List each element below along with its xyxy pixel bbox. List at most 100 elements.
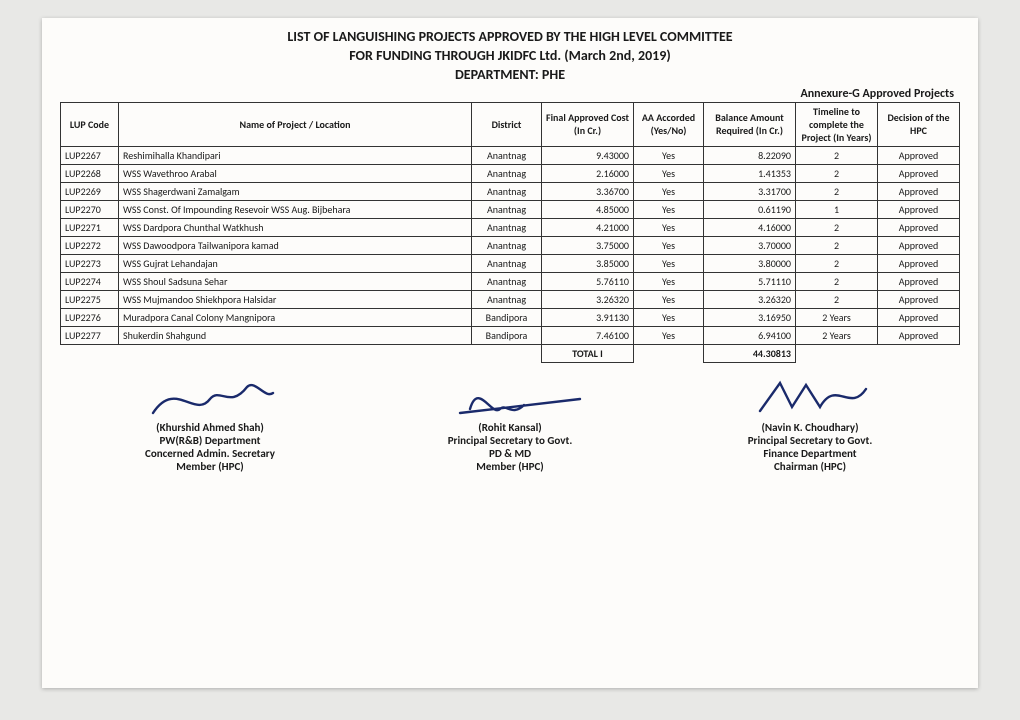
cell: Approved bbox=[878, 218, 960, 236]
cell: 9.43000 bbox=[542, 146, 634, 164]
cell: Approved bbox=[878, 308, 960, 326]
cell: 3.26320 bbox=[542, 290, 634, 308]
cell: 6.94100 bbox=[704, 326, 796, 344]
table-row: LUP2268WSS Wavethroo ArabalAnantnag2.160… bbox=[61, 164, 960, 182]
cell: Bandipora bbox=[472, 308, 542, 326]
cell: Approved bbox=[878, 200, 960, 218]
table-row: LUP2272WSS Dawoodpora Tailwanipora kamad… bbox=[61, 236, 960, 254]
cell: 7.46100 bbox=[542, 326, 634, 344]
cell: WSS Gujrat Lehandajan bbox=[119, 254, 472, 272]
cell: 4.16000 bbox=[704, 218, 796, 236]
cell: Approved bbox=[878, 254, 960, 272]
cell: WSS Mujmandoo Shiekhpora Halsidar bbox=[119, 290, 472, 308]
cell: WSS Wavethroo Arabal bbox=[119, 164, 472, 182]
total-row: TOTAL I 44.30813 bbox=[61, 344, 960, 362]
cell: Bandipora bbox=[472, 326, 542, 344]
cell: 5.71110 bbox=[704, 272, 796, 290]
table-row: LUP2267Reshimihalla KhandipariAnantnag9.… bbox=[61, 146, 960, 164]
cell: 8.22090 bbox=[704, 146, 796, 164]
column-header: Timeline to complete the Project (In Yea… bbox=[796, 102, 878, 146]
sig-name: (Rohit Kansal) bbox=[360, 421, 660, 434]
cell: Anantnag bbox=[472, 146, 542, 164]
table-row: LUP2271WSS Dardpora Chunthal WatkhushAna… bbox=[61, 218, 960, 236]
cell: 4.85000 bbox=[542, 200, 634, 218]
document-page: LIST OF LANGUISHING PROJECTS APPROVED BY… bbox=[42, 18, 978, 688]
cell: Muradpora Canal Colony Mangnipora bbox=[119, 308, 472, 326]
sig-line: Finance Department bbox=[660, 447, 960, 460]
sig-line: PW(R&B) Department bbox=[60, 434, 360, 447]
cell: 0.61190 bbox=[704, 200, 796, 218]
title-block: LIST OF LANGUISHING PROJECTS APPROVED BY… bbox=[60, 28, 960, 85]
cell: Anantnag bbox=[472, 164, 542, 182]
cell: Anantnag bbox=[472, 290, 542, 308]
sig-line: Member (HPC) bbox=[60, 460, 360, 473]
cell: Shukerdin Shahgund bbox=[119, 326, 472, 344]
title-line-3: DEPARTMENT: PHE bbox=[60, 66, 960, 85]
column-header: Final Approved Cost (In Cr.) bbox=[542, 102, 634, 146]
cell: 2 Years bbox=[796, 308, 878, 326]
cell: Approved bbox=[878, 236, 960, 254]
cell: LUP2273 bbox=[61, 254, 119, 272]
cell: Approved bbox=[878, 164, 960, 182]
projects-table: LUP CodeName of Project / LocationDistri… bbox=[60, 102, 960, 363]
table-row: LUP2269WSS Shagerdwani ZamalgamAnantnag3… bbox=[61, 182, 960, 200]
cell: LUP2268 bbox=[61, 164, 119, 182]
cell: 2 bbox=[796, 236, 878, 254]
sig-line: Principal Secretary to Govt. bbox=[360, 434, 660, 447]
cell: Anantnag bbox=[472, 200, 542, 218]
cell: 2 bbox=[796, 272, 878, 290]
cell: 3.36700 bbox=[542, 182, 634, 200]
title-line-1: LIST OF LANGUISHING PROJECTS APPROVED BY… bbox=[60, 28, 960, 47]
cell: 2 bbox=[796, 182, 878, 200]
cell: LUP2267 bbox=[61, 146, 119, 164]
cell: Reshimihalla Khandipari bbox=[119, 146, 472, 164]
signature-icon bbox=[740, 369, 880, 421]
table-row: LUP2276Muradpora Canal Colony Mangnipora… bbox=[61, 308, 960, 326]
cell: Anantnag bbox=[472, 182, 542, 200]
cell: Approved bbox=[878, 326, 960, 344]
cell: Yes bbox=[634, 272, 704, 290]
signatory-1: (Khurshid Ahmed Shah) PW(R&B) Department… bbox=[60, 421, 360, 473]
sig-line: Chairman (HPC) bbox=[660, 460, 960, 473]
cell: WSS Shagerdwani Zamalgam bbox=[119, 182, 472, 200]
cell: Yes bbox=[634, 164, 704, 182]
cell: Yes bbox=[634, 218, 704, 236]
cell: Yes bbox=[634, 326, 704, 344]
cell: 1.41353 bbox=[704, 164, 796, 182]
cell: Yes bbox=[634, 182, 704, 200]
cell: Approved bbox=[878, 290, 960, 308]
signatures-block: (Khurshid Ahmed Shah) PW(R&B) Department… bbox=[60, 421, 960, 473]
column-header: LUP Code bbox=[61, 102, 119, 146]
sig-name: (Khurshid Ahmed Shah) bbox=[60, 421, 360, 434]
total-label: TOTAL I bbox=[542, 344, 634, 362]
table-header-row: LUP CodeName of Project / LocationDistri… bbox=[61, 102, 960, 146]
sig-line: PD & MD bbox=[360, 447, 660, 460]
signature-icon bbox=[135, 369, 285, 421]
cell: LUP2271 bbox=[61, 218, 119, 236]
column-header: Decision of the HPC bbox=[878, 102, 960, 146]
cell: Approved bbox=[878, 146, 960, 164]
table-row: LUP2274WSS Shoul Sadsuna SeharAnantnag5.… bbox=[61, 272, 960, 290]
cell: Anantnag bbox=[472, 272, 542, 290]
cell: LUP2275 bbox=[61, 290, 119, 308]
cell: LUP2269 bbox=[61, 182, 119, 200]
cell: 2 bbox=[796, 290, 878, 308]
cell: WSS Dawoodpora Tailwanipora kamad bbox=[119, 236, 472, 254]
cell: 3.75000 bbox=[542, 236, 634, 254]
signature-icon bbox=[430, 369, 590, 421]
title-line-2: FOR FUNDING THROUGH JKIDFC Ltd. (March 2… bbox=[60, 47, 960, 66]
cell: 3.85000 bbox=[542, 254, 634, 272]
sig-line: Member (HPC) bbox=[360, 460, 660, 473]
table-row: LUP2277Shukerdin ShahgundBandipora7.4610… bbox=[61, 326, 960, 344]
cell: 5.76110 bbox=[542, 272, 634, 290]
cell: Anantnag bbox=[472, 254, 542, 272]
cell: 2 bbox=[796, 254, 878, 272]
cell: 1 bbox=[796, 200, 878, 218]
cell: Approved bbox=[878, 182, 960, 200]
total-value: 44.30813 bbox=[704, 344, 796, 362]
cell: LUP2272 bbox=[61, 236, 119, 254]
cell: 2.16000 bbox=[542, 164, 634, 182]
cell: 2 Years bbox=[796, 326, 878, 344]
cell: 3.16950 bbox=[704, 308, 796, 326]
cell: LUP2277 bbox=[61, 326, 119, 344]
